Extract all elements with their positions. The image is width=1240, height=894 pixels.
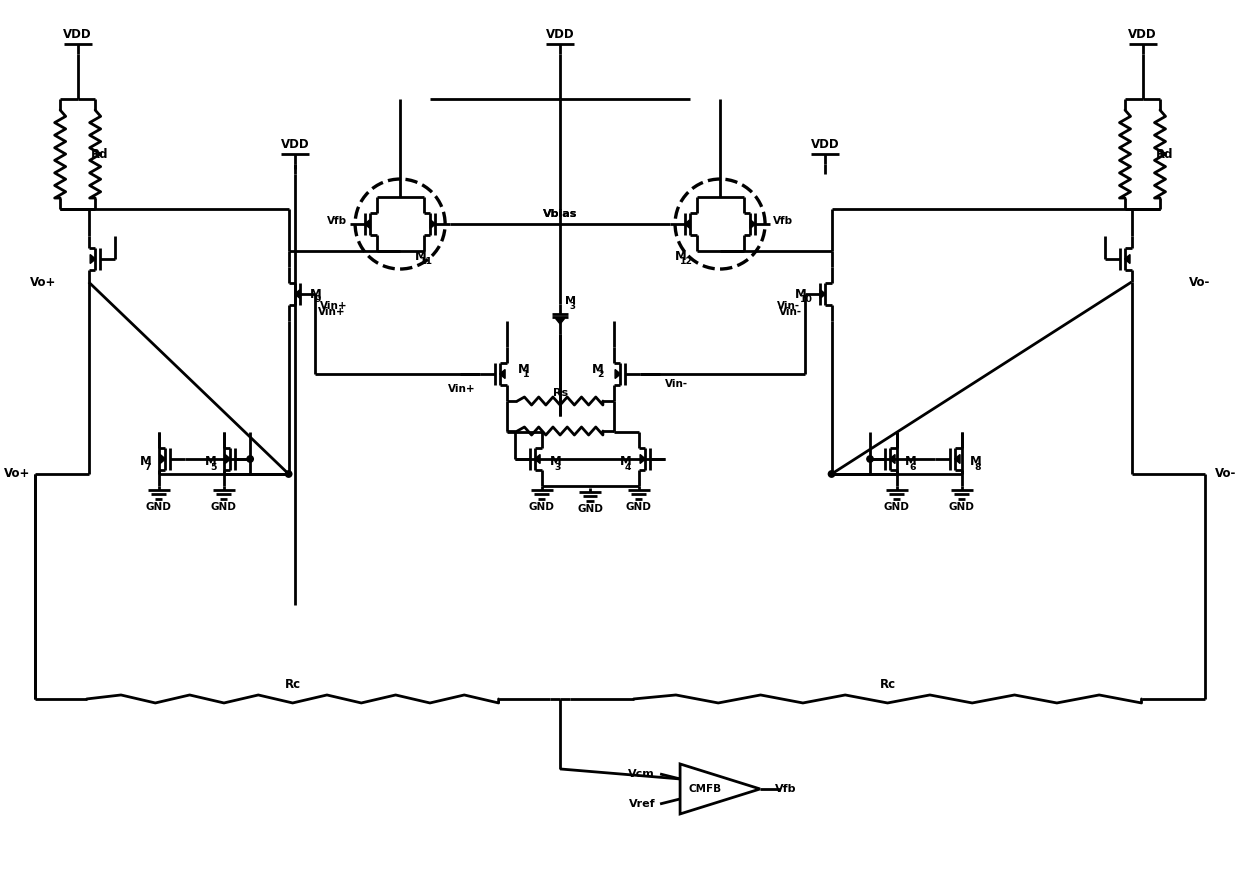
Polygon shape	[1125, 255, 1130, 264]
Text: M: M	[970, 456, 982, 468]
Polygon shape	[226, 454, 231, 463]
Text: 10: 10	[800, 295, 812, 304]
Polygon shape	[500, 369, 505, 378]
Text: Vin-: Vin-	[665, 379, 688, 389]
Text: M: M	[565, 296, 577, 306]
Polygon shape	[889, 454, 895, 463]
Polygon shape	[640, 454, 646, 463]
Text: GND: GND	[146, 502, 171, 512]
Circle shape	[828, 471, 835, 477]
Text: M: M	[620, 456, 632, 468]
Text: Vbias: Vbias	[543, 209, 578, 219]
Text: VDD: VDD	[280, 138, 310, 150]
Polygon shape	[615, 369, 620, 378]
Text: M: M	[905, 456, 916, 468]
Text: M: M	[205, 456, 217, 468]
Text: Vo-: Vo-	[1189, 275, 1210, 289]
Text: M: M	[518, 362, 529, 375]
Polygon shape	[365, 220, 370, 229]
Text: VDD: VDD	[63, 28, 92, 40]
Text: Vfb: Vfb	[773, 216, 794, 226]
Polygon shape	[820, 290, 826, 299]
Text: Vin+: Vin+	[319, 307, 346, 317]
Text: Vbias: Vbias	[543, 209, 578, 219]
Text: 3: 3	[570, 302, 575, 311]
Text: VDD: VDD	[811, 138, 839, 150]
Circle shape	[867, 456, 873, 462]
Text: 3: 3	[554, 463, 562, 472]
Text: 6: 6	[910, 463, 916, 472]
Text: 11: 11	[420, 257, 433, 266]
Polygon shape	[91, 255, 95, 264]
Polygon shape	[684, 220, 691, 229]
Text: Vin+: Vin+	[320, 301, 347, 311]
Polygon shape	[295, 290, 300, 299]
Text: M: M	[415, 249, 427, 263]
Text: VDD: VDD	[1128, 28, 1157, 40]
Polygon shape	[160, 454, 166, 463]
Polygon shape	[955, 454, 960, 463]
Polygon shape	[430, 220, 435, 229]
Circle shape	[247, 456, 253, 462]
Text: Vfb: Vfb	[775, 784, 796, 794]
Text: M: M	[675, 249, 687, 263]
Text: 1: 1	[523, 370, 529, 379]
Text: GND: GND	[949, 502, 975, 512]
Text: M: M	[591, 362, 604, 375]
Text: M: M	[310, 288, 322, 300]
Text: Vin+: Vin+	[448, 384, 475, 394]
Text: Rc: Rc	[879, 679, 895, 691]
Text: Vin-: Vin-	[779, 307, 802, 317]
Text: CMFB: CMFB	[688, 784, 722, 794]
Text: Vo-: Vo-	[1215, 468, 1236, 480]
Polygon shape	[556, 318, 564, 324]
Text: M: M	[140, 456, 153, 468]
Text: Rd: Rd	[91, 148, 108, 161]
Text: Rs: Rs	[553, 388, 568, 398]
Text: Vin-: Vin-	[777, 301, 800, 311]
Text: 2: 2	[596, 370, 603, 379]
Text: GND: GND	[884, 502, 909, 512]
Text: GND: GND	[577, 504, 603, 514]
Text: 12: 12	[680, 257, 693, 266]
Text: Rd: Rd	[1156, 148, 1173, 161]
Text: 9: 9	[315, 295, 321, 304]
Text: GND: GND	[528, 502, 554, 512]
Text: GND: GND	[211, 502, 237, 512]
Text: M: M	[551, 456, 562, 468]
Text: 5: 5	[210, 463, 216, 472]
Text: M: M	[795, 288, 807, 300]
Text: Vo+: Vo+	[4, 468, 30, 480]
Circle shape	[285, 471, 291, 477]
Text: 7: 7	[145, 463, 151, 472]
Text: VDD: VDD	[546, 28, 574, 40]
Text: Vcm: Vcm	[629, 769, 655, 779]
Polygon shape	[750, 220, 755, 229]
Text: Vo+: Vo+	[30, 275, 57, 289]
Text: Rc: Rc	[284, 679, 300, 691]
Text: 8: 8	[975, 463, 981, 472]
Text: Vref: Vref	[629, 799, 655, 809]
Text: Vfb: Vfb	[327, 216, 347, 226]
Text: 4: 4	[625, 463, 631, 472]
Polygon shape	[534, 454, 541, 463]
Text: GND: GND	[626, 502, 651, 512]
